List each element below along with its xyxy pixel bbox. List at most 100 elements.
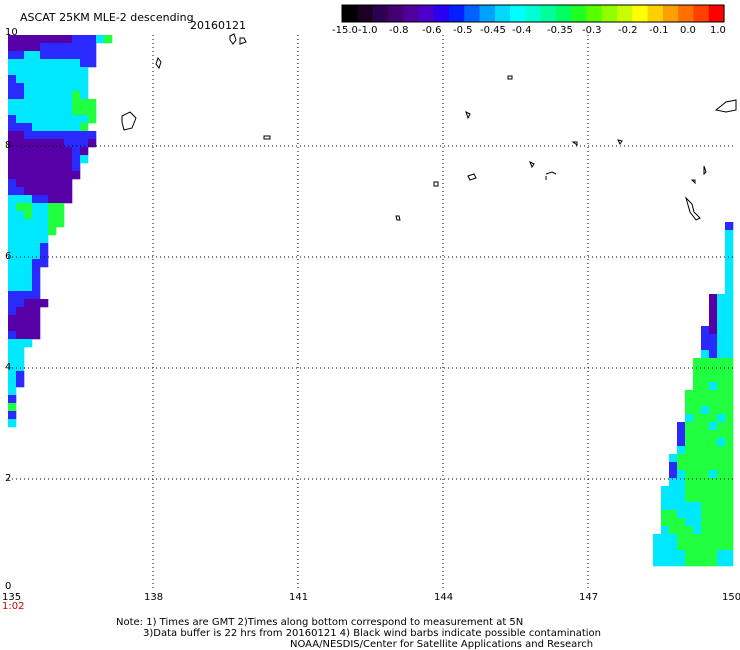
wind-cell bbox=[8, 235, 17, 244]
wind-cell bbox=[8, 315, 17, 324]
wind-cell bbox=[661, 558, 670, 567]
wind-cell bbox=[709, 350, 718, 359]
island bbox=[617, 139, 623, 145]
legend-label: -15.0 bbox=[332, 25, 358, 36]
wind-cell bbox=[693, 422, 702, 431]
wind-cell bbox=[717, 526, 726, 535]
wind-cell bbox=[24, 227, 33, 236]
wind-cell bbox=[677, 438, 686, 447]
wind-cell bbox=[8, 123, 17, 132]
time-label: 1:02 bbox=[2, 601, 25, 612]
wind-cell bbox=[32, 251, 41, 260]
wind-cell bbox=[16, 163, 25, 172]
wind-cell bbox=[669, 558, 678, 567]
wind-cell bbox=[16, 59, 25, 68]
wind-cell bbox=[685, 430, 694, 439]
wind-cell bbox=[661, 518, 670, 527]
wind-cell bbox=[24, 59, 33, 68]
wind-cell bbox=[693, 454, 702, 463]
wind-cell bbox=[701, 350, 710, 359]
wind-cell bbox=[669, 486, 678, 495]
wind-cell bbox=[709, 342, 718, 351]
wind-cell bbox=[24, 99, 33, 108]
wind-cell bbox=[717, 350, 726, 359]
wind-cell bbox=[16, 147, 25, 156]
wind-cell bbox=[64, 171, 73, 180]
island bbox=[155, 56, 162, 70]
wind-cell bbox=[24, 339, 33, 348]
wind-cell bbox=[709, 550, 718, 559]
wind-cell bbox=[8, 371, 17, 380]
wind-cell bbox=[693, 358, 702, 367]
wind-cell bbox=[48, 227, 57, 236]
wind-cell bbox=[8, 219, 17, 228]
wind-cell bbox=[717, 438, 726, 447]
wind-cell bbox=[701, 494, 710, 503]
wind-cell bbox=[48, 195, 57, 204]
wind-cell bbox=[693, 470, 702, 479]
wind-cell bbox=[88, 115, 97, 124]
wind-cell bbox=[677, 454, 686, 463]
wind-cell bbox=[48, 155, 57, 164]
wind-cell bbox=[717, 398, 726, 407]
island bbox=[507, 75, 513, 80]
wind-cell bbox=[40, 155, 49, 164]
wind-cell bbox=[24, 35, 33, 44]
wind-cell bbox=[40, 299, 49, 308]
wind-cell bbox=[701, 406, 710, 415]
wind-cell bbox=[725, 350, 734, 359]
wind-cell bbox=[8, 331, 17, 340]
island bbox=[263, 135, 271, 140]
wind-cell bbox=[725, 382, 734, 391]
legend-swatch bbox=[494, 5, 511, 22]
wind-cell bbox=[72, 75, 81, 84]
legend-swatch bbox=[601, 5, 618, 22]
wind-cell bbox=[725, 254, 734, 263]
wind-cell bbox=[725, 326, 734, 335]
wind-cell bbox=[701, 534, 710, 543]
wind-cell bbox=[677, 446, 686, 455]
wind-cell bbox=[40, 91, 49, 100]
wind-cell bbox=[64, 51, 73, 60]
legend-label: -0.35 bbox=[547, 25, 573, 36]
wind-cell bbox=[693, 446, 702, 455]
wind-cell bbox=[48, 115, 57, 124]
wind-cell bbox=[701, 510, 710, 519]
wind-cell bbox=[717, 430, 726, 439]
wind-cell bbox=[709, 318, 718, 327]
wind-cell bbox=[64, 131, 73, 140]
wind-cell bbox=[32, 307, 41, 316]
wind-cell bbox=[685, 510, 694, 519]
wind-cell bbox=[72, 107, 81, 116]
wind-cell bbox=[24, 283, 33, 292]
wind-cell bbox=[32, 227, 41, 236]
wind-cell bbox=[48, 83, 57, 92]
wind-cell bbox=[725, 262, 734, 271]
wind-cell bbox=[40, 67, 49, 76]
wind-cell bbox=[709, 294, 718, 303]
wind-cell bbox=[48, 107, 57, 116]
wind-cell bbox=[16, 35, 25, 44]
wind-cell bbox=[32, 107, 41, 116]
wind-cell bbox=[56, 67, 65, 76]
wind-cell bbox=[709, 438, 718, 447]
wind-cell bbox=[80, 107, 89, 116]
island-outlines bbox=[121, 33, 737, 221]
wind-cell bbox=[40, 35, 49, 44]
wind-cell bbox=[40, 115, 49, 124]
wind-cell bbox=[32, 75, 41, 84]
wind-cell bbox=[80, 35, 89, 44]
wind-cell bbox=[709, 478, 718, 487]
wind-cell bbox=[64, 163, 73, 172]
wind-cell bbox=[8, 347, 17, 356]
wind-cell bbox=[24, 139, 33, 148]
wind-cell bbox=[24, 83, 33, 92]
wind-cell bbox=[8, 195, 17, 204]
wind-cell bbox=[725, 302, 734, 311]
wind-cell bbox=[725, 342, 734, 351]
wind-cell bbox=[24, 179, 33, 188]
wind-cell bbox=[64, 35, 73, 44]
legend-swatch bbox=[678, 5, 695, 22]
wind-cell bbox=[16, 307, 25, 316]
